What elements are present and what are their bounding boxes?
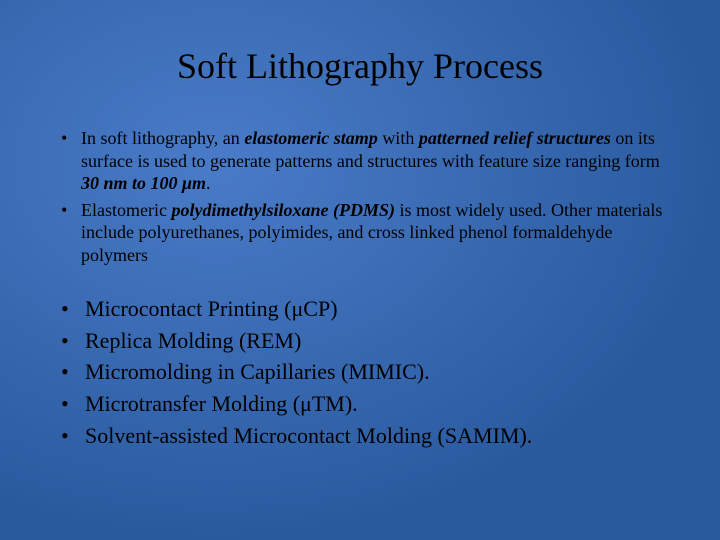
bullet-group-1: In soft lithography, an elastomeric stam… — [55, 127, 665, 266]
bullet-item: Microcontact Printing (μCP) — [55, 294, 665, 324]
emphasis-text: polydimethylsiloxane (PDMS) — [171, 200, 395, 220]
text-run: . — [206, 173, 211, 193]
bullet-item: Solvent-assisted Microcontact Molding (S… — [55, 421, 665, 451]
slide-title: Soft Lithography Process — [55, 45, 665, 87]
text-run: In soft lithography, an — [81, 128, 244, 148]
bullet-item: Replica Molding (REM) — [55, 326, 665, 356]
text-run: Elastomeric — [81, 200, 171, 220]
bullet-group-2: Microcontact Printing (μCP) Replica Mold… — [55, 294, 665, 450]
bullet-item: Elastomeric polydimethylsiloxane (PDMS) … — [55, 199, 665, 267]
bullet-item: In soft lithography, an elastomeric stam… — [55, 127, 665, 195]
emphasis-text: 30 nm to 100 μm — [81, 173, 206, 193]
bullet-item: Micromolding in Capillaries (MIMIC). — [55, 357, 665, 387]
emphasis-text: elastomeric stamp — [244, 128, 378, 148]
text-run: with — [378, 128, 419, 148]
slide: Soft Lithography Process In soft lithogr… — [0, 0, 720, 540]
emphasis-text: patterned relief structures — [419, 128, 611, 148]
bullet-item: Microtransfer Molding (μTM). — [55, 389, 665, 419]
